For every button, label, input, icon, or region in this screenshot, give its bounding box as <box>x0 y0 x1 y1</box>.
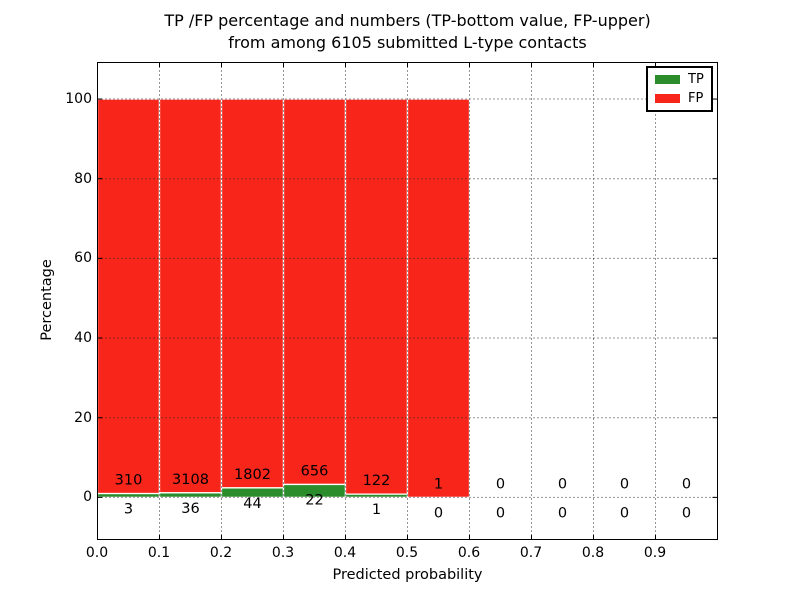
fp-count-label: 0 <box>682 476 691 492</box>
fp-count-label: 0 <box>558 476 567 492</box>
tp-count-label: 1 <box>372 502 381 518</box>
chart-canvas: 310 3 3108 36 1802 44 656 22 122 1 1 0 0 0 0 0 0 0 0 0 <box>97 62 718 540</box>
fp-bar-segment <box>158 98 223 494</box>
x-axis-label: Predicted probability <box>332 567 483 583</box>
tp-count-label: 44 <box>243 496 261 512</box>
fp-bar-segment <box>220 98 285 489</box>
tp-count-label: 36 <box>181 501 199 517</box>
tp-count-label: 3 <box>124 501 133 517</box>
tp-count-label: 0 <box>434 505 443 521</box>
x-tick-label: 0.3 <box>271 545 295 561</box>
legend-item-fp: FP <box>655 92 704 105</box>
y-tick-label: 20 <box>74 409 92 426</box>
x-tick-label: 0.7 <box>519 545 543 561</box>
tp-count-label: 0 <box>496 505 505 521</box>
x-tick-label: 0.8 <box>581 545 605 561</box>
y-tick-label: 100 <box>65 91 92 108</box>
fp-count-label: 656 <box>301 464 329 480</box>
tp-bar-segment <box>158 492 223 499</box>
x-tick-label: 0.1 <box>147 545 171 561</box>
x-tick-label: 0.2 <box>209 545 233 561</box>
fp-bar-segment <box>344 98 409 495</box>
x-tick-label: 0.5 <box>395 545 419 561</box>
y-tick-label: 80 <box>74 170 92 187</box>
tp-swatch <box>655 75 680 84</box>
fp-bar-segment <box>406 98 471 499</box>
tp-count-label: 22 <box>305 492 323 508</box>
legend-label-fp: FP <box>688 91 704 106</box>
fp-swatch <box>655 94 680 103</box>
legend-item-tp: TP <box>655 73 704 86</box>
legend-label-tp: TP <box>688 72 704 87</box>
fp-bar-segment <box>97 98 161 495</box>
legend-box: TP FP <box>646 66 713 112</box>
x-tick-label: 0.4 <box>333 545 357 561</box>
y-tick-label: 60 <box>74 250 92 267</box>
tp-count-label: 0 <box>558 505 567 521</box>
fp-count-label: 1802 <box>234 467 271 483</box>
fp-bar-segment <box>282 98 347 486</box>
y-tick-label: 40 <box>74 330 92 347</box>
chart-title: TP /FP percentage and numbers (TP-bottom… <box>97 10 718 54</box>
fp-count-label: 310 <box>115 473 143 489</box>
fp-count-label: 1 <box>434 476 443 492</box>
x-tick-label: 0.0 <box>85 545 109 561</box>
x-tick-label: 0.6 <box>457 545 481 561</box>
tp-count-label: 0 <box>682 505 691 521</box>
fp-count-label: 3108 <box>172 472 209 488</box>
chart-title-line1: TP /FP percentage and numbers (TP-bottom… <box>164 11 651 30</box>
fp-count-label: 0 <box>620 476 629 492</box>
y-tick-label: 0 <box>83 489 92 506</box>
tp-bar-segment <box>97 492 161 499</box>
fp-count-label: 122 <box>363 473 391 489</box>
chart-title-line2: from among 6105 submitted L-type contact… <box>228 33 587 52</box>
x-tick-label: 0.9 <box>643 545 667 561</box>
tp-count-label: 0 <box>620 505 629 521</box>
fp-count-label: 0 <box>496 476 505 492</box>
